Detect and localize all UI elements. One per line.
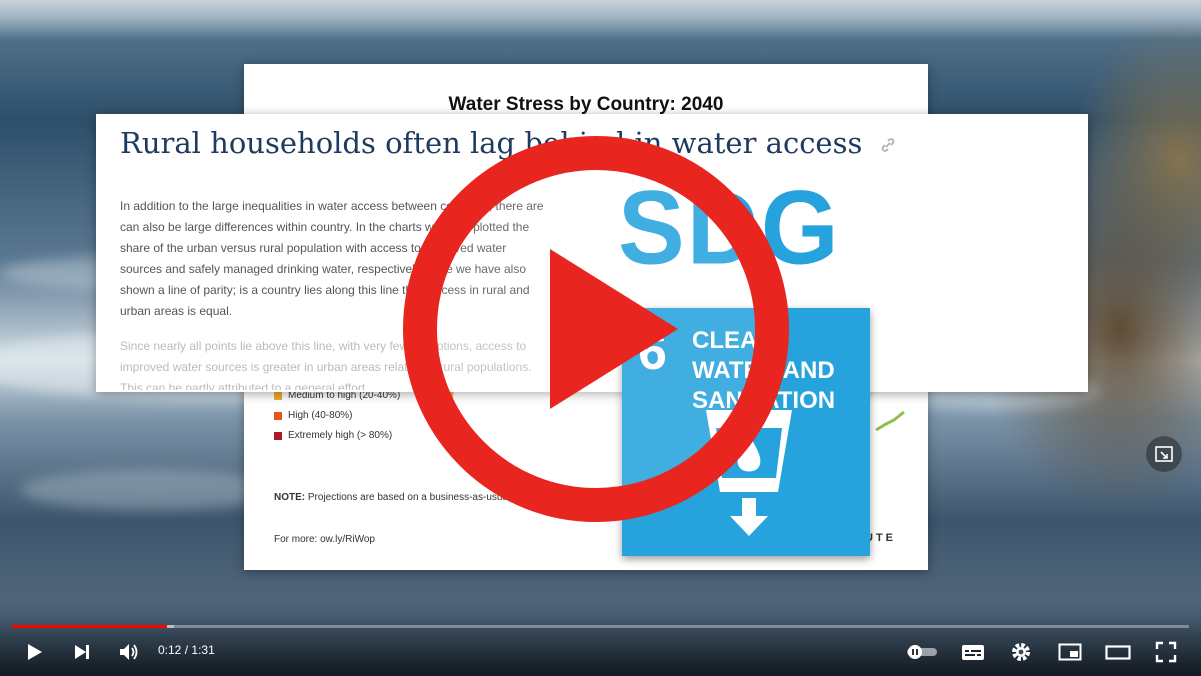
subtitles-button[interactable]: [957, 638, 989, 666]
play-button[interactable]: [18, 638, 50, 666]
autoplay-toggle-icon: [907, 645, 937, 659]
legend-label: Medium to high (20-40%): [288, 390, 401, 401]
big-play-button[interactable]: [400, 131, 796, 527]
next-button[interactable]: [66, 638, 98, 666]
theater-button[interactable]: [1102, 638, 1134, 666]
autoplay-toggle[interactable]: [904, 638, 940, 666]
link-icon: [880, 137, 896, 153]
sdg-6-tile: 6 CLEAN WATER AND SANITATION: [622, 308, 870, 556]
map-more-link: For more: ow.ly/RiWop: [274, 534, 375, 545]
fullscreen-icon: [1155, 641, 1177, 663]
map-fragment-new-zealand: [875, 410, 905, 432]
time-separator: /: [184, 643, 189, 657]
legend-item: Medium to high (20-40%): [274, 390, 400, 401]
legend-swatch: [274, 411, 282, 420]
legend-label: Extremely high (> 80%): [288, 430, 393, 441]
theater-icon: [1105, 645, 1131, 660]
current-time: 0:12: [158, 643, 182, 657]
fullscreen-button[interactable]: [1150, 638, 1182, 666]
settings-button[interactable]: [1005, 638, 1037, 666]
minimize-icon[interactable]: [1146, 436, 1182, 472]
volume-icon: [120, 644, 138, 660]
miniplayer-icon: [1058, 643, 1082, 661]
settings-icon: [1012, 643, 1030, 661]
progress-played: [12, 625, 168, 628]
volume-button[interactable]: [113, 638, 145, 666]
legend-swatch: [274, 431, 282, 440]
legend-label: High (40-80%): [288, 410, 353, 421]
progress-bar[interactable]: [12, 625, 1189, 628]
article-card: Rural households often lag behind in wat…: [96, 114, 1088, 392]
duration: 1:31: [191, 643, 215, 657]
time-display: 0:12 / 1:31: [158, 643, 215, 657]
subtitles-icon: [962, 645, 984, 660]
play-icon: [28, 644, 42, 660]
miniplayer-button[interactable]: [1054, 638, 1086, 666]
legend-swatch: [274, 391, 282, 400]
next-icon: [75, 645, 89, 659]
legend-item: Extremely high (> 80%): [274, 430, 392, 441]
controls-bar: [0, 616, 1201, 676]
legend-item: High (40-80%): [274, 410, 352, 421]
map-title: Water Stress by Country: 2040: [448, 94, 724, 115]
article-title: Rural households often lag behind in wat…: [120, 126, 896, 160]
brand-fragment: UTE: [865, 532, 896, 544]
